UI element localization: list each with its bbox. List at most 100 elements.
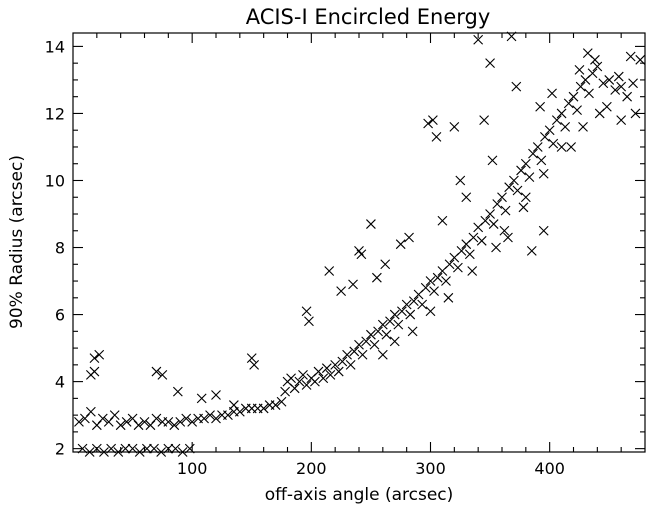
data-point <box>449 121 460 132</box>
data-point <box>524 172 535 183</box>
data-point <box>304 316 314 327</box>
data-point <box>516 165 526 176</box>
data-point <box>205 410 215 421</box>
data-point <box>468 232 479 243</box>
data-point <box>294 376 305 387</box>
data-point <box>333 366 344 377</box>
data-point <box>455 175 466 186</box>
data-point <box>425 306 436 317</box>
data-point <box>473 34 484 45</box>
data-point <box>441 276 451 286</box>
data-point <box>113 447 124 457</box>
data-point <box>377 349 388 360</box>
y-tick-label: 6 <box>55 306 65 325</box>
y-axis-label: 90% Radius (arcsec) <box>7 155 27 329</box>
data-point <box>149 443 159 454</box>
data-point <box>99 447 109 457</box>
data-point <box>616 115 627 126</box>
x-axis-ticks: 100 200 300 400 <box>96 33 622 478</box>
x-tick-label: 200 <box>296 459 327 478</box>
data-point <box>407 326 418 337</box>
data-point <box>497 192 507 203</box>
data-point <box>590 54 600 65</box>
data-point <box>385 316 395 327</box>
data-point <box>587 68 598 79</box>
plot-frame <box>72 32 646 453</box>
data-point <box>318 373 329 384</box>
data-point <box>211 413 221 424</box>
data-point <box>366 219 376 229</box>
data-point <box>133 420 144 431</box>
data-point <box>289 383 300 394</box>
data-point <box>211 390 221 400</box>
data-point <box>479 115 490 126</box>
data-point <box>427 115 438 126</box>
y-tick-label: 2 <box>55 440 65 459</box>
x-tick-label: 300 <box>415 459 446 478</box>
data-point <box>196 393 207 404</box>
data-point <box>270 400 281 410</box>
data-point <box>127 443 138 454</box>
data-point <box>404 232 414 243</box>
data-point <box>425 276 436 286</box>
data-point <box>535 101 546 112</box>
data-point <box>169 420 180 431</box>
y-axis-ticks: 2 4 6 8 10 12 14 <box>45 37 645 459</box>
data-point <box>503 232 513 243</box>
data-point <box>574 64 585 75</box>
data-point <box>389 336 400 347</box>
data-point <box>157 370 168 380</box>
data-point <box>348 279 358 290</box>
y-tick-label: 8 <box>55 239 65 258</box>
data-point <box>141 443 152 454</box>
data-point <box>377 319 388 330</box>
y-tick-label: 10 <box>45 171 65 190</box>
data-point <box>345 359 356 370</box>
data-point <box>417 299 428 310</box>
data-point <box>389 309 400 320</box>
y-tick-label: 14 <box>45 37 65 56</box>
data-point <box>429 286 439 296</box>
data-point <box>172 386 183 397</box>
data-point <box>405 309 416 320</box>
data-point <box>115 420 126 431</box>
data-point <box>538 168 549 179</box>
data-point <box>526 245 537 256</box>
data-point <box>249 359 260 370</box>
data-point <box>480 215 491 226</box>
data-point <box>349 346 360 357</box>
data-point <box>199 413 209 424</box>
data-point <box>89 353 100 364</box>
data-point <box>548 138 559 149</box>
data-point <box>556 142 567 152</box>
data-point <box>109 410 120 421</box>
data-point <box>551 115 562 126</box>
data-point <box>622 91 633 102</box>
data-point <box>373 326 383 337</box>
data-point <box>420 282 431 293</box>
data-point <box>356 249 367 260</box>
data-point <box>461 192 472 203</box>
data-point <box>181 413 192 424</box>
data-point <box>491 242 501 253</box>
data-point <box>187 416 198 427</box>
data-point <box>286 373 296 384</box>
data-point <box>518 202 529 213</box>
data-point <box>74 416 84 427</box>
data-point <box>184 443 195 454</box>
y-tick-label: 4 <box>55 373 65 392</box>
data-point <box>84 447 95 457</box>
data-point <box>506 31 517 42</box>
data-point <box>443 292 454 303</box>
data-point <box>342 349 352 360</box>
data-point <box>578 121 588 132</box>
data-point <box>85 406 96 417</box>
data-point <box>337 356 348 367</box>
data-point <box>584 88 594 99</box>
x-axis-label: off-axis angle (arcsec) <box>265 485 454 505</box>
data-point <box>500 205 511 216</box>
data-point <box>509 175 519 186</box>
data-point <box>324 266 335 276</box>
data-point <box>540 132 550 142</box>
